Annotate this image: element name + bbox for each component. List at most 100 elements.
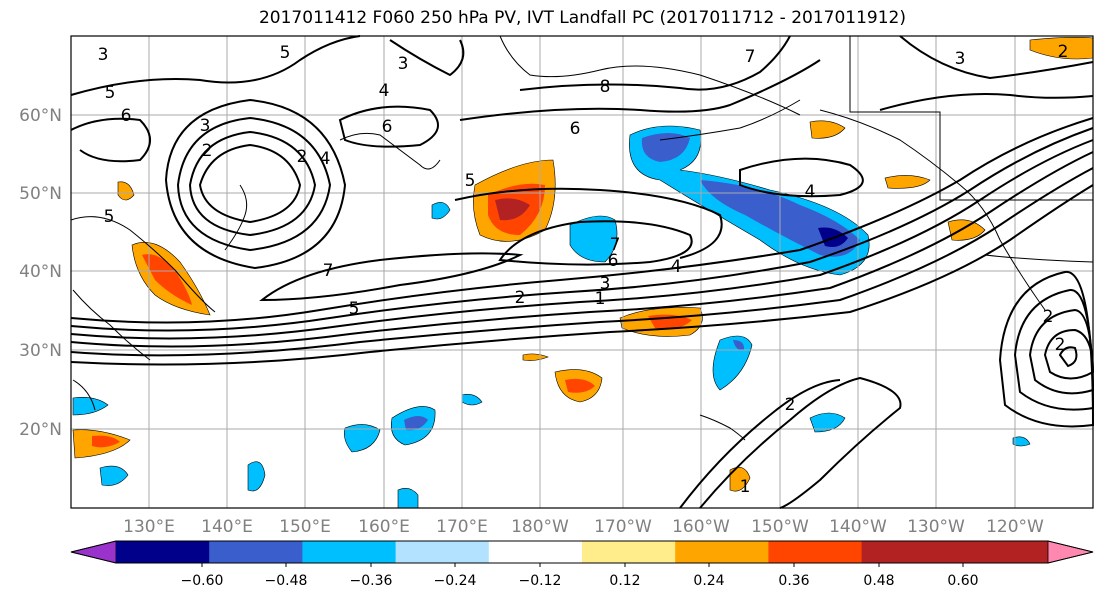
coastline	[70, 216, 216, 313]
positive-anomaly	[117, 181, 135, 201]
pv-contour	[198, 143, 302, 224]
pv-contour	[176, 116, 332, 252]
contour-label: 7	[610, 235, 621, 255]
colorbar-tick-label: −0.12	[519, 573, 562, 589]
pv-contour	[879, 93, 1094, 111]
contour-label: 8	[600, 77, 611, 97]
contour-label: 6	[570, 119, 581, 139]
pv-contour	[739, 157, 864, 198]
lon-tick-label: 140°W	[829, 517, 887, 537]
lat-tick-label: 30°N	[19, 341, 62, 361]
lon-tick-label: 130°W	[907, 517, 965, 537]
pv-contour	[498, 220, 693, 266]
colorbar-tick-label: −0.60	[181, 573, 224, 589]
pv-contour	[389, 39, 465, 77]
contour-label: 3	[955, 49, 966, 69]
colorbar-tick-label: 0.12	[609, 573, 640, 589]
pv-contour	[679, 379, 841, 509]
plot-frame	[70, 35, 1094, 509]
pv-contour	[188, 130, 317, 237]
pv-contour	[519, 35, 791, 91]
pv-contour	[70, 35, 361, 96]
contour-label: 5	[104, 207, 115, 227]
colorbar-segment	[861, 541, 956, 563]
positive-anomaly-core	[142, 254, 192, 305]
colorbar-extend-max	[1047, 540, 1094, 564]
contour-label: 5	[465, 171, 476, 191]
positive-anomaly	[809, 120, 846, 139]
contour-label: 7	[745, 47, 756, 67]
pv-contour	[338, 105, 439, 148]
lon-tick-label: 120°W	[986, 517, 1044, 537]
colorbar-tick-label: 0.60	[947, 573, 978, 589]
negative-anomaly	[72, 397, 109, 416]
positive-anomaly-core	[565, 378, 595, 393]
latitude-labels: 60°N 50°N 40°N 30°N 20°N	[19, 106, 62, 440]
contour-label: 5	[349, 299, 360, 319]
negative-anomaly	[1012, 436, 1031, 447]
contour-label: 3	[200, 116, 211, 136]
negative-anomaly-core	[404, 416, 428, 431]
colorbar-segment	[209, 541, 303, 563]
colorbar-tick-label: 0.24	[693, 573, 724, 589]
contour-label: 5	[280, 43, 291, 63]
coastline	[984, 254, 1094, 263]
pv-contour	[70, 117, 1094, 324]
negative-anomaly	[569, 215, 618, 263]
lon-tick-label: 160°E	[358, 517, 410, 537]
contour-label: 6	[382, 117, 393, 137]
contour-label: 2	[297, 147, 308, 167]
colorbar-segment	[768, 541, 863, 563]
pv-contour	[70, 167, 1094, 357]
pv-contour	[459, 59, 821, 121]
lon-tick-label: 150°E	[279, 517, 331, 537]
colorbar-outline	[70, 540, 1094, 564]
colorbar-tick-label: 0.36	[778, 573, 809, 589]
contour-label: 2	[785, 395, 796, 415]
pv-contour	[70, 151, 1094, 348]
negative-anomaly	[431, 202, 451, 220]
colorbar-extend-min	[70, 540, 117, 564]
plot-area	[71, 36, 1093, 508]
pv-contour	[70, 127, 1094, 332]
pv-contour	[1043, 328, 1095, 380]
pv-contour	[164, 98, 347, 270]
lon-tick-label: 160°W	[672, 517, 730, 537]
lon-tick-label: 170°W	[594, 517, 652, 537]
pv-contour	[454, 187, 723, 259]
lat-tick-label: 60°N	[19, 106, 62, 126]
contour-label: 2	[1058, 42, 1069, 62]
pv-contour	[70, 184, 1094, 366]
contour-label: 2	[515, 288, 526, 308]
contour-label: 6	[608, 251, 619, 271]
colorbar-tick-label: −0.36	[350, 573, 393, 589]
negative-anomaly	[99, 465, 129, 486]
lon-tick-label: 170°E	[436, 517, 488, 537]
negative-anomaly	[809, 412, 846, 433]
positive-anomaly	[884, 175, 931, 189]
negative-anomaly	[344, 424, 381, 453]
negative-anomaly	[461, 394, 483, 406]
coastline	[72, 379, 96, 411]
contour-label: 7	[323, 261, 334, 281]
graticule	[71, 36, 1093, 508]
lon-tick-label: 130°E	[123, 517, 175, 537]
colorbar-segment	[488, 541, 583, 563]
colorbar-tick-label: −0.24	[434, 573, 477, 589]
lat-tick-label: 50°N	[19, 184, 62, 204]
coastline-layer	[70, 35, 1094, 441]
contour-label: 2	[202, 141, 213, 161]
contour-label: 2	[1043, 307, 1054, 327]
longitude-labels: 130°E 140°E 150°E 160°E 170°E 180°W 170°W 160°W…	[123, 517, 1044, 537]
lat-tick-label: 20°N	[19, 420, 62, 440]
colorbar-tick-label: 0.48	[863, 573, 894, 589]
lat-tick-label: 40°N	[19, 262, 62, 282]
coastline	[849, 36, 1093, 201]
plot-title: 2017011412 F060 250 hPa PV, IVT Landfall…	[258, 8, 906, 28]
contour-label: 5	[105, 83, 116, 103]
coastline	[72, 289, 151, 361]
negative-anomaly-core	[733, 340, 745, 351]
contour-label: 1	[595, 289, 606, 309]
pv-contour-layer	[70, 35, 1095, 509]
